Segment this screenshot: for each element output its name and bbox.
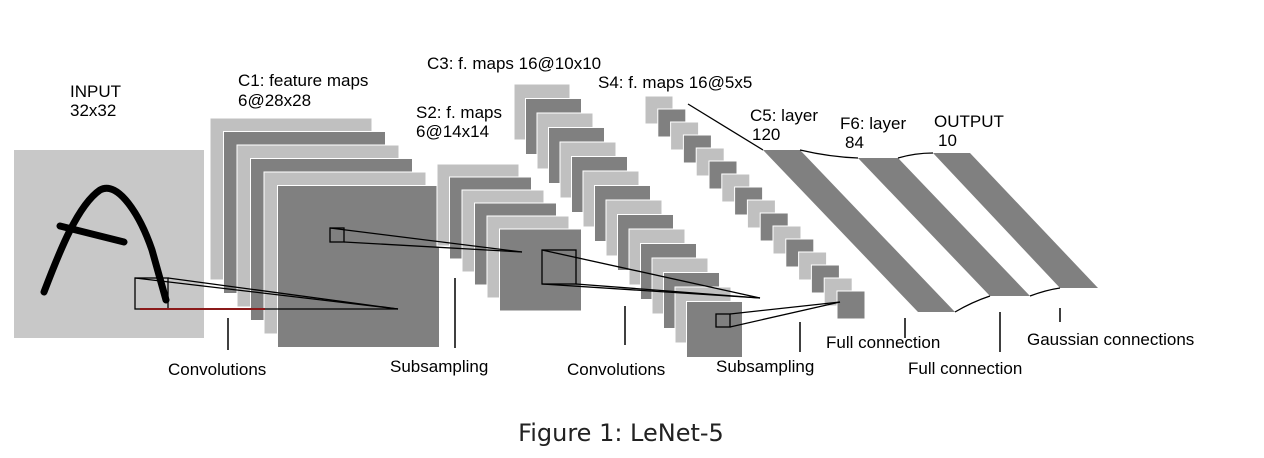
input-image [14, 150, 204, 338]
c3-feature-maps [513, 83, 743, 358]
s2-size-label: 6@14x14 [416, 122, 489, 141]
convolutions-1-label: Convolutions [168, 360, 266, 379]
f6-layer-bar [858, 158, 1030, 296]
c5-size-label: 120 [752, 125, 780, 144]
full-connection-2-label: Full connection [908, 359, 1022, 378]
c1-feature-maps [209, 117, 440, 348]
c1-map-6 [277, 185, 440, 348]
c5-layer-bar [763, 150, 955, 312]
c1-label: C1: feature maps [238, 71, 368, 90]
f6-to-output-bottom-line [1029, 287, 1061, 297]
subsampling-1-label: Subsampling [390, 357, 488, 376]
convolutions-2-label: Convolutions [567, 360, 665, 379]
f6-size-label: 84 [845, 133, 864, 152]
figure-caption: Figure 1: LeNet-5 [518, 419, 724, 447]
c3-label: C3: f. maps 16@10x10 [427, 54, 601, 73]
s2-receptive-field [541, 249, 577, 285]
letter-a-crossbar [56, 222, 128, 246]
c5-label: C5: layer [750, 106, 818, 125]
c5-to-f6-top-line [799, 149, 859, 159]
gaussian-connections-label: Gaussian connections [1027, 330, 1194, 349]
subsampling-2-label: Subsampling [716, 357, 814, 376]
receptive-field-projections [134, 227, 841, 328]
letter-a-glyph [40, 184, 170, 304]
f6-to-output-top-line [897, 152, 934, 159]
c1-size-label: 6@28x28 [238, 91, 311, 110]
c3-receptive-field [715, 313, 731, 328]
input-label: INPUT [70, 82, 121, 101]
output-layer-bar [933, 153, 1098, 288]
s2-map-6 [499, 228, 582, 312]
s4-label: S4: f. maps 16@5x5 [598, 73, 752, 92]
full-connection-1-label: Full connection [826, 333, 940, 352]
s4-map-16 [836, 290, 866, 320]
s4-to-c5-line [687, 103, 764, 151]
operation-ticks [227, 278, 1061, 352]
f6-label: F6: layer [840, 114, 906, 133]
c3-map-16 [686, 301, 743, 358]
output-size-label: 10 [938, 131, 957, 150]
s4-feature-maps [644, 95, 866, 320]
fully-connected-layers [687, 103, 1098, 313]
input-layer [14, 150, 204, 338]
input-size-label: 32x32 [70, 101, 116, 120]
c1-receptive-field [329, 227, 345, 243]
c5-to-f6-bottom-line [954, 295, 991, 313]
s2-label: S2: f. maps [416, 103, 502, 122]
output-label: OUTPUT [934, 112, 1004, 131]
